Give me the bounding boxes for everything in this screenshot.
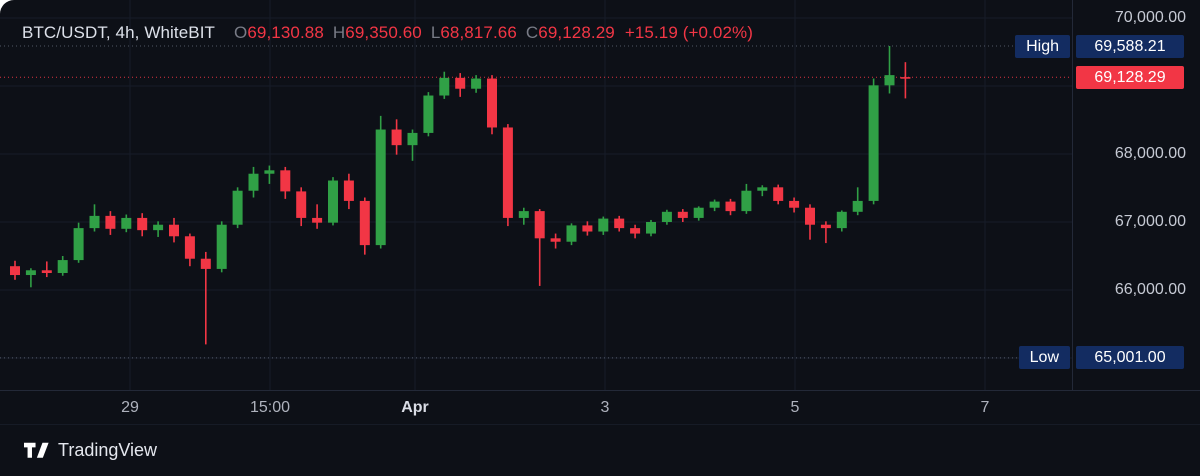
time-axis[interactable]: 29 15:00 Apr 3 5 7	[0, 390, 1200, 424]
price-axis-label: 70,000.00	[1114, 9, 1186, 26]
candle	[248, 166, 259, 198]
candle	[343, 173, 354, 210]
time-axis-label: Apr	[401, 399, 429, 416]
candle	[73, 222, 84, 263]
tradingview-logo-icon[interactable]	[24, 442, 49, 459]
candle	[121, 214, 132, 233]
high-value: 69,350.60	[345, 23, 422, 42]
time-axis-label: 3	[600, 399, 610, 416]
candle	[661, 209, 672, 225]
price-axis-label: 67,000.00	[1114, 213, 1186, 230]
candle	[455, 73, 466, 97]
price-axis[interactable]: 69,588.21 69,128.29 65,001.00 70,000.00 6…	[1072, 0, 1200, 390]
candle	[582, 221, 593, 236]
candle	[741, 183, 752, 214]
session-high-badge: High	[1015, 34, 1070, 58]
candle	[614, 215, 625, 232]
symbol-title[interactable]: BTC/USDT, 4h, WhiteBIT	[22, 23, 216, 42]
candle	[757, 185, 768, 197]
session-low-price-label: 65,001.00	[1076, 346, 1184, 370]
change-value: +15.19 (+0.02%)	[624, 23, 753, 42]
candle	[900, 62, 911, 99]
candle	[820, 221, 831, 244]
footer-bar: TradingView	[0, 424, 1200, 476]
candle	[423, 92, 434, 137]
time-axis-label: 15:00	[249, 399, 291, 416]
candle	[232, 187, 243, 229]
chart-legend: BTC/USDT, 4h, WhiteBIT O69,130.88 H69,350.…	[22, 23, 753, 43]
candle	[471, 75, 482, 93]
candle	[852, 187, 863, 216]
candle	[646, 219, 656, 237]
candle	[137, 213, 148, 237]
candlestick-chart-pane[interactable]	[0, 0, 1072, 390]
candle	[789, 197, 800, 213]
tradingview-wordmark[interactable]: TradingView	[58, 440, 158, 460]
high-low-lines	[0, 45, 1072, 359]
candle	[407, 129, 418, 161]
candle	[868, 78, 879, 205]
candle	[836, 210, 847, 232]
candle	[25, 268, 36, 288]
candle	[10, 260, 20, 280]
candle	[89, 204, 100, 232]
close-value: 69,128.29	[538, 23, 615, 42]
price-axis-label: 68,000.00	[1114, 145, 1186, 162]
price-axis-label: 66,000.00	[1114, 281, 1186, 298]
candle	[264, 165, 275, 184]
candle	[534, 209, 545, 286]
candle	[359, 197, 370, 255]
candle	[773, 184, 784, 205]
candle	[200, 251, 211, 345]
candle	[105, 211, 116, 235]
current-price-label: 69,128.29	[1076, 65, 1184, 89]
candle	[280, 166, 291, 199]
time-axis-label: 29	[121, 399, 139, 416]
candle	[805, 204, 815, 240]
open-label: O	[234, 23, 248, 42]
candle	[630, 224, 641, 239]
candle	[550, 233, 561, 249]
candles	[10, 46, 911, 345]
open-value: 69,130.88	[247, 23, 324, 42]
candle	[487, 75, 497, 135]
candle	[725, 198, 736, 216]
grid-lines	[0, 0, 1072, 390]
candle	[296, 187, 307, 227]
candle	[328, 177, 338, 226]
candle	[566, 223, 577, 246]
close-label: C	[525, 23, 539, 42]
candle	[884, 46, 895, 94]
candle	[439, 71, 450, 99]
candle	[391, 119, 402, 155]
session-high-price-label: 69,588.21	[1076, 34, 1184, 58]
candle	[518, 207, 529, 225]
candle	[502, 124, 513, 227]
candle	[677, 209, 688, 222]
session-low-badge: Low	[1018, 346, 1070, 370]
candle	[693, 206, 704, 221]
candle	[57, 256, 68, 276]
candle	[216, 221, 227, 273]
candle	[169, 217, 179, 243]
candle	[184, 233, 195, 267]
low-label: L	[430, 23, 441, 42]
candle	[598, 216, 609, 235]
candle	[41, 261, 52, 278]
candle	[312, 204, 323, 229]
time-axis-label: 5	[790, 399, 800, 416]
time-axis-label: 7	[980, 399, 990, 416]
candle	[153, 221, 164, 237]
candle	[375, 115, 386, 249]
high-label: H	[332, 23, 346, 42]
candle	[709, 199, 720, 212]
low-value: 68,817.66	[440, 23, 517, 42]
